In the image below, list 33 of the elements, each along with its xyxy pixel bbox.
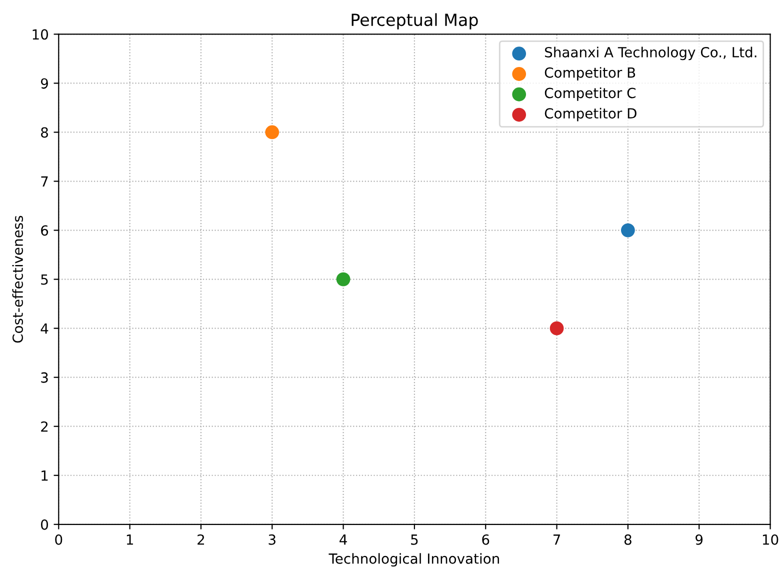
- y-tick-label: 9: [40, 78, 48, 89]
- y-tick-label: 8: [41, 127, 48, 138]
- chart-title: Perceptual Map: [352, 13, 478, 30]
- x-tick-label: 0: [55, 534, 62, 545]
- x-tick-label: 6: [482, 534, 490, 545]
- point: [265, 125, 280, 140]
- y-tick-label: 10: [32, 29, 48, 40]
- point: [550, 321, 564, 336]
- legend-label: Competitor D: [544, 108, 636, 122]
- y-tick-label: 6: [41, 225, 48, 236]
- y-tick-label: 4: [40, 323, 48, 334]
- y-axis-title: Cost-effectiveness: [12, 216, 24, 343]
- x-tick-label: 4: [340, 534, 347, 545]
- x-tick-label: 8: [624, 534, 632, 545]
- x-axis-title: Technological Innovation: [328, 553, 499, 567]
- legend-label: Competitor C: [544, 87, 636, 101]
- y-tick-label: 0: [41, 519, 48, 530]
- legend-label: Shaanxi A Technology Co., Ltd.: [545, 46, 756, 60]
- x-tick-label: 10: [762, 534, 778, 545]
- point: [621, 223, 635, 238]
- x-tick-label: 5: [411, 534, 418, 545]
- y-tick-label: 3: [41, 372, 48, 383]
- x-tick-label: 9: [696, 534, 703, 545]
- y-tick-label: 5: [41, 274, 48, 285]
- x-tick-label: 2: [198, 534, 204, 545]
- legend-label: Competitor B: [544, 67, 636, 81]
- x-tick-label: 3: [268, 534, 276, 545]
- x-tick-label: 7: [554, 534, 560, 545]
- point: [336, 272, 350, 286]
- y-tick-label: 1: [42, 470, 48, 481]
- x-tick-label: 1: [126, 534, 133, 545]
- y-tick-label: 7: [41, 176, 48, 187]
- y-tick-label: 2: [41, 421, 48, 432]
